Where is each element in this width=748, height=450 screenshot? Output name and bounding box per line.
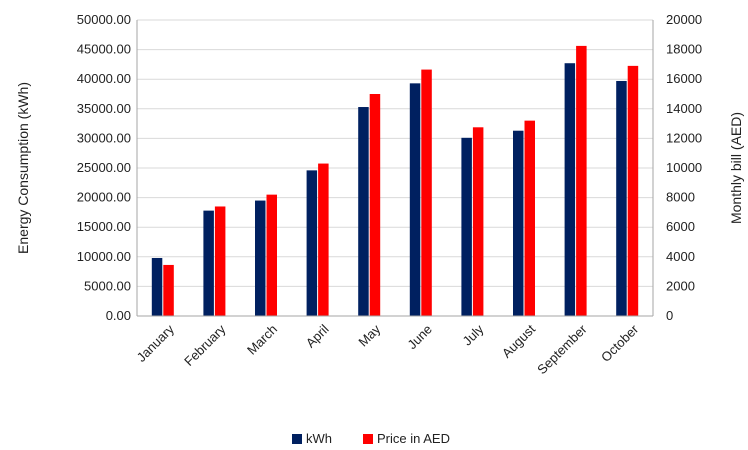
y2-tick-label: 14000 bbox=[666, 101, 702, 116]
bar-price-august bbox=[524, 120, 535, 316]
legend-swatch-price bbox=[363, 434, 373, 444]
x-tick-label: October bbox=[598, 321, 642, 365]
bar-price-april bbox=[318, 163, 329, 316]
legend-label-price: Price in AED bbox=[377, 431, 450, 446]
y2-tick-label: 8000 bbox=[666, 190, 695, 205]
y2-tick-label: 16000 bbox=[666, 71, 702, 86]
legend-label-kwh: kWh bbox=[306, 431, 332, 446]
x-tick-label: February bbox=[181, 321, 229, 369]
x-axis-tick-labels: January February March April May June July Augu… bbox=[134, 321, 642, 377]
axes bbox=[136, 20, 654, 317]
y-tick-label: 35000.00 bbox=[77, 101, 131, 116]
y-tick-label: 45000.00 bbox=[77, 42, 131, 57]
y2-tick-label: 4000 bbox=[666, 249, 695, 264]
x-tick-label: August bbox=[499, 321, 538, 360]
bar-price-march bbox=[266, 194, 277, 316]
bar-kwh-august bbox=[513, 130, 524, 316]
y2-tick-label: 10000 bbox=[666, 160, 702, 175]
x-tick-label: April bbox=[303, 321, 332, 350]
y2-tick-label: 6000 bbox=[666, 219, 695, 234]
x-tick-label: July bbox=[460, 321, 487, 348]
bar-price-february bbox=[214, 206, 226, 316]
y-tick-label: 20000.00 bbox=[77, 190, 131, 205]
y2-tick-label: 18000 bbox=[666, 42, 702, 57]
left-axis-tick-labels: 0.00 5000.00 10000.00 15000.00 20000.00 25000… bbox=[77, 12, 131, 323]
right-axis-tick-labels: 0 2000 4000 6000 8000 10000 12000 14000 16000 180… bbox=[666, 12, 702, 323]
y2-tick-label: 2000 bbox=[666, 278, 695, 293]
y-tick-label: 30000.00 bbox=[77, 130, 131, 145]
bar-price-october bbox=[627, 65, 639, 316]
y-tick-label: 50000.00 bbox=[77, 12, 131, 27]
bar-kwh-may bbox=[358, 107, 369, 316]
x-tick-label: May bbox=[355, 321, 383, 349]
bar-kwh-february bbox=[203, 210, 214, 316]
x-tick-label: September bbox=[534, 321, 590, 377]
bar-price-june bbox=[421, 69, 432, 316]
bar-price-july bbox=[472, 127, 484, 316]
x-tick-label: June bbox=[404, 322, 435, 353]
bar-price-january bbox=[163, 264, 174, 316]
bar-kwh-april bbox=[306, 170, 318, 316]
bar-kwh-june bbox=[409, 83, 421, 317]
bar-kwh-september bbox=[564, 63, 576, 316]
bars bbox=[151, 45, 639, 317]
y2-axis-title: Monthly bill (AED) bbox=[728, 112, 744, 224]
y2-tick-label: 0 bbox=[666, 308, 673, 323]
y-axis-title: Energy Consumption (kWh) bbox=[15, 82, 31, 254]
gridlines bbox=[137, 19, 653, 287]
bar-kwh-october bbox=[616, 80, 627, 316]
y2-tick-label: 12000 bbox=[666, 130, 702, 145]
legend-swatch-kwh bbox=[292, 434, 302, 444]
y-tick-label: 40000.00 bbox=[77, 71, 131, 86]
y-tick-label: 10000.00 bbox=[77, 249, 131, 264]
bar-kwh-january bbox=[151, 257, 163, 316]
y-tick-label: 25000.00 bbox=[77, 160, 131, 175]
bar-kwh-march bbox=[255, 200, 266, 316]
y-tick-label: 15000.00 bbox=[77, 219, 131, 234]
y2-tick-label: 20000 bbox=[666, 12, 702, 27]
bar-price-september bbox=[576, 45, 587, 317]
bar-price-may bbox=[369, 94, 381, 316]
x-tick-label: March bbox=[244, 322, 280, 358]
bar-kwh-july bbox=[461, 137, 472, 316]
legend: kWh Price in AED bbox=[292, 431, 450, 446]
x-tick-label: January bbox=[134, 321, 178, 365]
y-tick-label: 0.00 bbox=[106, 308, 131, 323]
y-tick-label: 5000.00 bbox=[84, 278, 131, 293]
